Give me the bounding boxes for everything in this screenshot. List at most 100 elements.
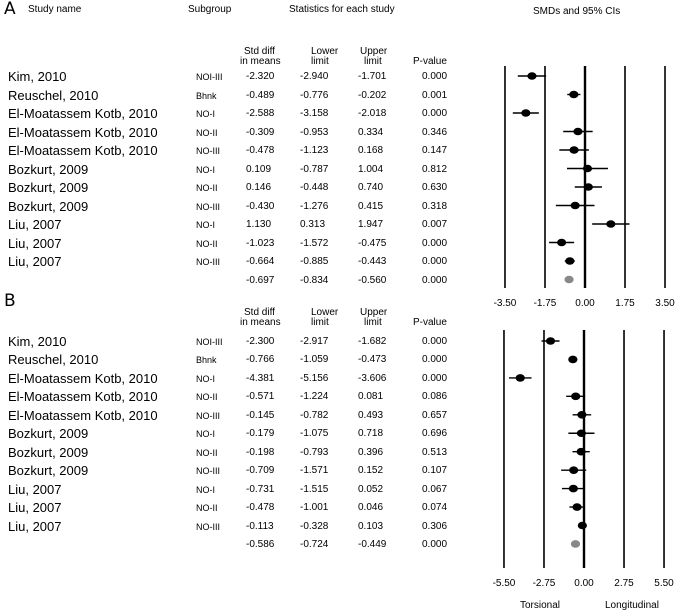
lower-limit-value: -0.793 [300,446,329,458]
smd-point [569,466,579,474]
smd-point [545,337,556,345]
subgroup-label: NO-I [196,373,215,384]
smd-point [569,146,579,154]
p-value: 0.346 [422,126,448,138]
lower-limit-value: -0.953 [300,126,329,138]
std-diff-value: -2.588 [246,108,275,119]
header-pvalue-a: P-value [413,56,447,67]
std-diff-value: -0.571 [246,391,275,403]
study-name: Bozkurt, 2009 [8,444,89,460]
lower-limit-value: -1.123 [300,145,329,156]
study-name: El-Moatassem Kotb, 2010 [8,389,158,405]
std-diff-value: 0.146 [246,182,272,193]
std-diff-value: -1.023 [246,237,275,249]
smd-point [606,220,616,228]
subgroup-label: Bhnk [196,355,217,366]
upper-limit-value: 0.152 [358,465,384,477]
upper-limit-value: 0.334 [358,126,384,138]
lower-limit-value: -0.782 [300,409,329,421]
lower-limit-value: -5.156 [300,372,329,384]
longitudinal-label: Longitudinal [605,600,659,611]
header-lower-sub-b: limit [311,317,329,328]
upper-limit-value: 1.947 [358,219,384,230]
subgroup-label: NO-I [196,164,215,175]
smd-point [573,127,583,136]
header-std-diff-b: Std diff [244,307,275,318]
upper-limit-value: 0.415 [358,200,384,212]
p-value: 0.000 [422,372,448,384]
study-name: El-Moatassem Kotb, 2010 [8,106,158,121]
p-value: 0.074 [422,502,448,514]
x-tick-label: 5.50 [654,578,674,589]
std-diff-value: -0.709 [246,465,275,477]
p-value: 0.000 [422,237,448,249]
header-upper-sub-b: limit [364,317,382,328]
upper-limit-value: -0.473 [358,354,387,366]
upper-limit-value: 0.103 [358,520,384,532]
x-tick-label: 0.00 [575,298,595,309]
lower-limit-value: -0.787 [300,163,329,175]
smd-point [577,521,587,530]
header-subgroup: Subgroup [188,4,232,15]
subgroup-label: NO-III [196,410,220,421]
std-diff-value: -2.300 [246,336,275,347]
smd-point [569,90,579,99]
study-name: Liu, 2007 [8,500,62,516]
summary-point [564,275,574,284]
std-diff-value: -0.145 [246,409,275,421]
x-tick-label: 1.75 [615,298,635,309]
p-value: 0.306 [422,520,448,532]
subgroup-label: NO-III [196,257,220,267]
upper-limit-value: 0.396 [358,446,384,458]
upper-limit-value: 0.718 [358,428,384,440]
study-name: Reuschel, 2010 [8,352,99,368]
p-value: 0.107 [422,465,448,477]
lower-limit-value: -1.075 [300,428,329,440]
study-name: Liu, 2007 [8,254,62,269]
summary-lower: -0.834 [300,274,329,286]
subgroup-label: Bhnk [196,90,217,101]
p-value: 0.630 [422,182,448,193]
x-tick-label: -2.75 [532,578,556,589]
p-value: 0.067 [422,483,448,495]
p-value: 0.086 [422,391,448,403]
p-value: 0.147 [422,145,448,156]
study-name: Liu, 2007 [8,518,62,534]
p-value: 0.001 [422,89,448,101]
subgroup-label: NO-II [196,183,218,193]
lower-limit-value: -0.328 [300,520,329,532]
study-name: Bozkurt, 2009 [8,426,89,442]
lower-limit-value: -0.448 [300,182,329,193]
upper-limit-value: 0.493 [358,409,384,421]
std-diff-value: -0.430 [246,200,275,212]
summary-lower: -0.724 [300,538,329,550]
upper-limit-value: -0.475 [358,237,387,249]
study-name: El-Moatassem Kotb, 2010 [8,370,158,386]
summary-point [570,540,581,548]
smd-point [527,72,537,80]
upper-limit-value: -3.606 [358,372,387,384]
upper-limit-value: 0.052 [358,483,384,495]
study-name: Kim, 2010 [8,69,67,84]
header-lower-sub-a: limit [311,56,329,67]
p-value: 0.000 [422,354,448,366]
study-name: El-Moatassem Kotb, 2010 [8,124,158,140]
panel-letter-b: B [4,291,16,311]
smd-point [571,392,581,401]
std-diff-value: 0.109 [246,163,272,175]
std-diff-value: -0.309 [246,126,275,138]
p-value: 0.000 [422,71,448,82]
smd-point [572,503,582,511]
std-diff-value: -0.664 [246,256,275,267]
subgroup-label: NOI-III [196,72,223,82]
lower-limit-value: -1.001 [300,502,329,514]
study-name: Bozkurt, 2009 [8,463,89,479]
smd-point [568,355,578,364]
std-diff-value: -0.198 [246,446,275,458]
header-upper-sub-a: limit [364,56,382,67]
p-value: 0.812 [422,163,448,175]
x-tick-label: 2.75 [614,578,634,589]
p-value: 0.007 [422,219,448,230]
study-name: Bozkurt, 2009 [8,180,89,195]
header-std-diff-sub-b: in means [240,317,281,328]
